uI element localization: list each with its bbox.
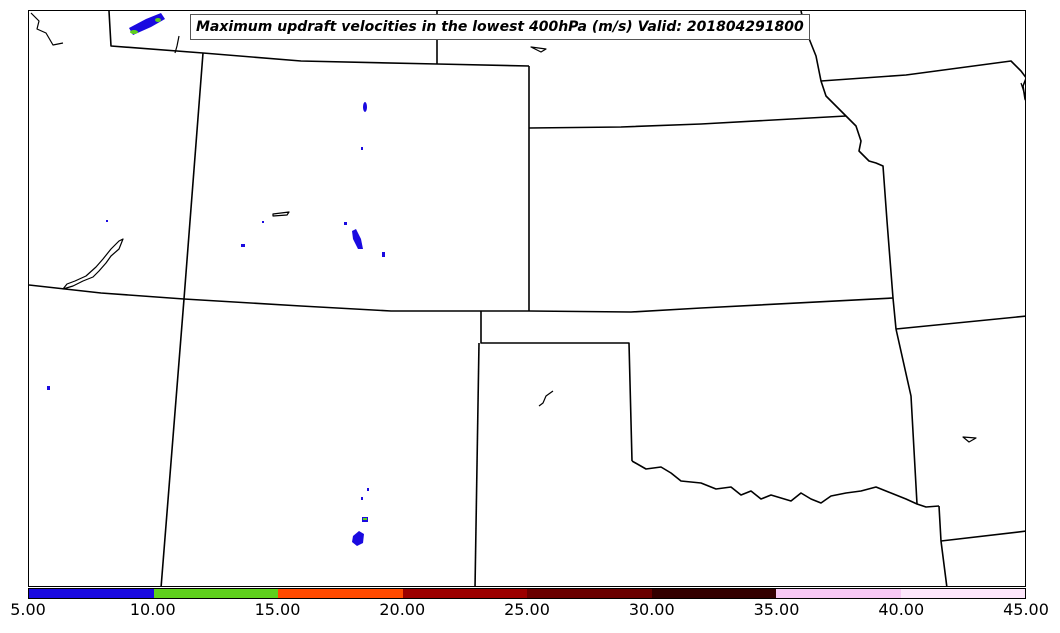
boundary-line (108, 11, 530, 67)
boundary-line (940, 530, 1025, 542)
updraft-cell (363, 518, 367, 520)
colorbar-segment (153, 589, 278, 598)
boundary-line (160, 298, 185, 586)
colorbar-segment (527, 589, 652, 598)
map-frame (28, 10, 1026, 587)
lake-outline (1020, 82, 1025, 97)
updraft-cell (129, 13, 165, 35)
state-boundaries-map (29, 11, 1025, 586)
boundary-line (474, 342, 480, 586)
boundary-line (183, 52, 204, 300)
colorbar-tick-labels: 5.00 10.00 15.00 20.00 25.00 30.00 35.00 40.00 4… (0, 600, 1060, 624)
lake-outline (538, 390, 554, 407)
boundary-line (631, 460, 940, 508)
boundary-line (29, 284, 894, 313)
updraft-cell (361, 497, 363, 500)
boundary-line (528, 115, 847, 129)
updraft-cell (367, 488, 369, 491)
boundary-line (895, 315, 1025, 330)
colorbar-tick-label: 20.00 (379, 600, 426, 619)
colorbar-tick-label: 35.00 (753, 600, 800, 619)
colorbar-segment (278, 589, 403, 598)
colorbar-tick-label: 40.00 (878, 600, 925, 619)
updraft-cell (241, 244, 245, 247)
updraft-cell (155, 18, 161, 22)
lake-outline (174, 35, 180, 54)
colorbar-segment (651, 589, 776, 598)
updraft-cell (47, 386, 50, 390)
boundary-line (820, 60, 1025, 82)
updraft-cell (106, 220, 108, 222)
updraft-cell (344, 222, 347, 225)
colorbar-segment (776, 589, 901, 598)
colorbar-tick-label: 5.00 (10, 600, 46, 619)
updraft-cells (47, 13, 385, 546)
colorbar-tick-label: 15.00 (254, 600, 301, 619)
lake-outline (30, 12, 64, 46)
colorbar-tick-label: 10.00 (129, 600, 176, 619)
colorbar-segment (29, 589, 154, 598)
updraft-cell (382, 252, 385, 257)
updraft-cell (363, 102, 367, 112)
colorbar-segment (402, 589, 527, 598)
colorbar-tick-label: 30.00 (628, 600, 675, 619)
boundary-line (938, 505, 948, 586)
colorbar-tick-label: 45.00 (1003, 600, 1049, 619)
boundary-line (480, 311, 633, 462)
lake-outline (62, 238, 124, 290)
lake-outline (272, 211, 290, 217)
colorbar-tick-label: 25.00 (504, 600, 550, 619)
lake-outline (530, 46, 547, 53)
updraft-cell (352, 229, 363, 249)
colorbar (28, 588, 1026, 599)
updraft-cell (352, 531, 364, 546)
updraft-cell (361, 147, 363, 150)
boundary-line (800, 11, 897, 330)
map-title-box: Maximum updraft velocities in the lowest… (190, 14, 810, 40)
map-title: Maximum updraft velocities in the lowest… (196, 19, 804, 35)
updraft-cell (262, 221, 264, 223)
updraft-cell (130, 30, 138, 34)
lake-outline (962, 436, 977, 443)
boundary-line (895, 328, 918, 505)
colorbar-segment (900, 589, 1025, 598)
